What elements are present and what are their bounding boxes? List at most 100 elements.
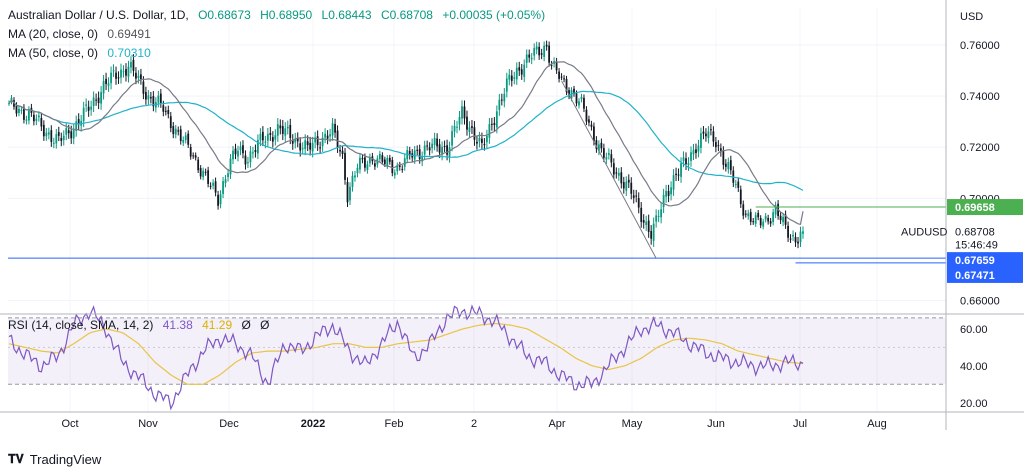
candle-body (102, 81, 105, 94)
candle-body (660, 209, 663, 218)
candle-body (632, 195, 635, 198)
candle-body (393, 172, 396, 176)
candle-body (127, 66, 130, 77)
candle-body (707, 131, 710, 139)
candle-body (481, 138, 483, 143)
candle-body (436, 138, 439, 147)
candle-body (75, 121, 78, 131)
candle-body (259, 133, 262, 141)
candle-body (635, 195, 638, 197)
candle-body (296, 138, 299, 142)
candle-body (468, 127, 471, 132)
candle-body (665, 191, 668, 197)
candle-body (95, 99, 98, 101)
candle-body (85, 104, 88, 106)
candle-body (117, 77, 120, 79)
candle-body (495, 111, 498, 128)
candle-body (257, 140, 259, 154)
ohlc-high: H0.68950 (260, 8, 313, 22)
candle-body (42, 124, 45, 137)
candle-body (515, 67, 518, 80)
candle-body (423, 145, 426, 155)
ma50-legend[interactable]: MA (50, close, 0) 0.70310 (8, 46, 157, 60)
rsi-sma-value: 41.29 (202, 318, 233, 332)
candle-body (508, 74, 511, 80)
candle-body (640, 207, 643, 222)
candle-body (187, 133, 190, 145)
candle-body (334, 123, 336, 133)
price-pane (8, 40, 946, 264)
time-tick-label: May (622, 418, 643, 430)
candle-body (239, 146, 242, 151)
candle-body (336, 130, 339, 148)
candle-body (120, 69, 122, 78)
candle-body (685, 158, 687, 165)
candle-body (142, 81, 145, 94)
ma50-label: MA (50, close, 0) (8, 46, 99, 60)
candle-body (62, 135, 65, 141)
candle-body (32, 114, 35, 122)
candle-body (311, 142, 314, 152)
candle-body (620, 172, 623, 184)
candle-body (421, 156, 424, 162)
candle-body (764, 216, 767, 220)
candle-body (485, 135, 488, 143)
candle-body (714, 142, 717, 148)
candle-body (597, 144, 600, 152)
resistance-price-tag: 0.69658 (955, 202, 995, 214)
candle-body (792, 234, 794, 237)
tradingview-branding[interactable]: 𝐓𝐕 TradingView (8, 452, 101, 467)
candle-body (135, 72, 137, 79)
rsi-legend[interactable]: RSI (14, close, SMA, 14, 2) 41.38 41.29 … (8, 318, 276, 332)
candle-body (523, 64, 526, 77)
candle-body (799, 231, 802, 243)
low-price-tag: 0.67471 (955, 270, 995, 282)
candle-body (115, 72, 117, 79)
candle-body (341, 150, 344, 154)
candle-body (314, 137, 317, 143)
candle-body (110, 72, 112, 84)
candle-body (212, 182, 215, 186)
candle-body (10, 97, 13, 102)
candle-body (346, 182, 349, 203)
candle-body (37, 115, 40, 118)
candle-body (675, 173, 677, 175)
candle-body (645, 221, 648, 226)
candle-body (77, 119, 80, 125)
candle-body (702, 131, 705, 134)
candle-body (15, 105, 18, 114)
currency-label: USD (960, 11, 983, 23)
countdown-tag: 15:46:49 (955, 239, 998, 251)
candle-body (794, 236, 797, 243)
candle-body (605, 157, 608, 160)
candle-body (174, 128, 177, 135)
time-tick-label: Jul (793, 418, 807, 430)
candle-body (52, 142, 55, 144)
candle-body (490, 123, 493, 125)
candle-body (466, 116, 468, 130)
candle-body (67, 130, 70, 134)
rsi-line (8, 304, 804, 411)
symbol-tag: AUDUSD (901, 226, 948, 238)
candle-body (565, 79, 568, 93)
candle-body (57, 132, 60, 136)
candle-body (294, 138, 297, 143)
candle-body (383, 159, 386, 165)
candle-body (759, 217, 762, 226)
candle-body (204, 171, 207, 173)
candle-body (237, 150, 239, 157)
candle-body (381, 155, 384, 162)
axes: 0.760000.740000.720000.700000.66000USDOc… (0, 0, 1024, 430)
candle-body (403, 158, 406, 167)
candle-body (209, 185, 212, 187)
ma20-legend[interactable]: MA (20, close, 0) 0.69491 (8, 27, 157, 41)
candle-body (627, 179, 630, 183)
candle-body (100, 92, 102, 104)
candle-body (408, 150, 411, 156)
candle-body (291, 140, 294, 144)
candle-body (680, 163, 682, 177)
time-tick-label: Apr (548, 418, 565, 430)
candle-body (172, 126, 175, 135)
candle-body (742, 204, 745, 216)
candle-body (329, 134, 331, 137)
